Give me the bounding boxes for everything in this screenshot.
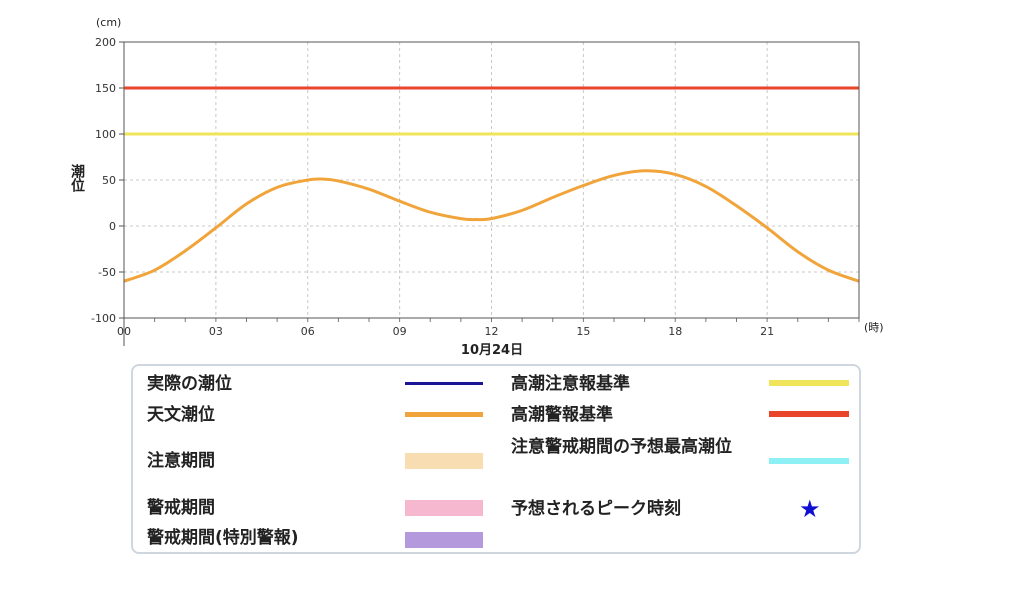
x-tick-label: 12: [485, 325, 499, 338]
star-icon: ★: [799, 495, 821, 523]
y-tick-label: 50: [102, 174, 116, 187]
plot-frame: [123, 41, 860, 319]
series-layer: [123, 169, 860, 283]
y-tick-label: 0: [109, 220, 116, 233]
y-unit-label: (cm): [96, 16, 121, 29]
y-axis-label: 潮位: [69, 163, 85, 193]
axes: [119, 41, 860, 346]
x-tick-label: 09: [393, 325, 407, 338]
y-tick-label: -100: [91, 312, 116, 325]
x-tick-label: 21: [760, 325, 774, 338]
legend: 実際の潮位 天文潮位 注意期間 警戒期間 警戒期間(特別警報) 高潮注意報基準 …: [131, 364, 861, 554]
legend-label-caution-period: 注意期間: [147, 451, 215, 471]
y-tick-label: 100: [95, 128, 116, 141]
y-tick-label: -50: [98, 266, 116, 279]
legend-label-warning-period: 警戒期間: [147, 498, 215, 518]
x-tick-label: 03: [209, 325, 223, 338]
legend-label-storm-surge-warning-level: 高潮警報基準: [511, 405, 613, 425]
x-tick-label: 00: [117, 325, 131, 338]
legend-label-forecast-peak-time: 予想されるピーク時刻: [511, 499, 681, 519]
x-unit-label: (時): [864, 321, 884, 334]
grid: [124, 42, 859, 318]
series-line: [123, 169, 860, 283]
legend-label-forecast-max-tide: 注意警戒期間の予想最高潮位: [511, 437, 732, 457]
y-tick-label: 150: [95, 82, 116, 95]
x-tick-label: 18: [668, 325, 682, 338]
date-label: 10月24日: [461, 343, 523, 358]
legend-swatch-warning-period: [405, 500, 483, 516]
legend-swatch-caution-period: [405, 453, 483, 469]
legend-label-storm-surge-advisory-level: 高潮注意報基準: [511, 374, 630, 394]
legend-label-actual-tide: 実際の潮位: [147, 374, 232, 394]
x-tick-label: 15: [576, 325, 590, 338]
legend-label-astronomical-tide: 天文潮位: [147, 405, 215, 425]
legend-label-special-warning-period: 警戒期間(特別警報): [147, 528, 299, 548]
legend-swatch-forecast-max-tide: [769, 458, 849, 464]
threshold-lines: [124, 86, 859, 136]
x-tick-label: 06: [301, 325, 315, 338]
legend-swatch-storm-surge-advisory-level: [769, 380, 849, 386]
legend-swatch-storm-surge-warning-level: [769, 411, 849, 417]
y-tick-label: 200: [95, 36, 116, 49]
legend-swatch-special-warning-period: [405, 532, 483, 548]
legend-swatch-actual-tide: [405, 382, 483, 385]
legend-swatch-astronomical-tide: [405, 412, 483, 417]
